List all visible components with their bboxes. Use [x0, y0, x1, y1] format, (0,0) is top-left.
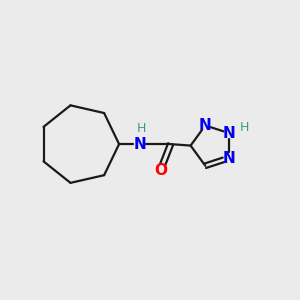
Text: N: N — [223, 126, 236, 141]
Text: N: N — [199, 118, 212, 133]
Text: N: N — [223, 151, 236, 166]
Text: H: H — [240, 121, 249, 134]
Text: N: N — [133, 136, 146, 152]
Text: H: H — [136, 122, 146, 135]
Text: O: O — [154, 163, 167, 178]
